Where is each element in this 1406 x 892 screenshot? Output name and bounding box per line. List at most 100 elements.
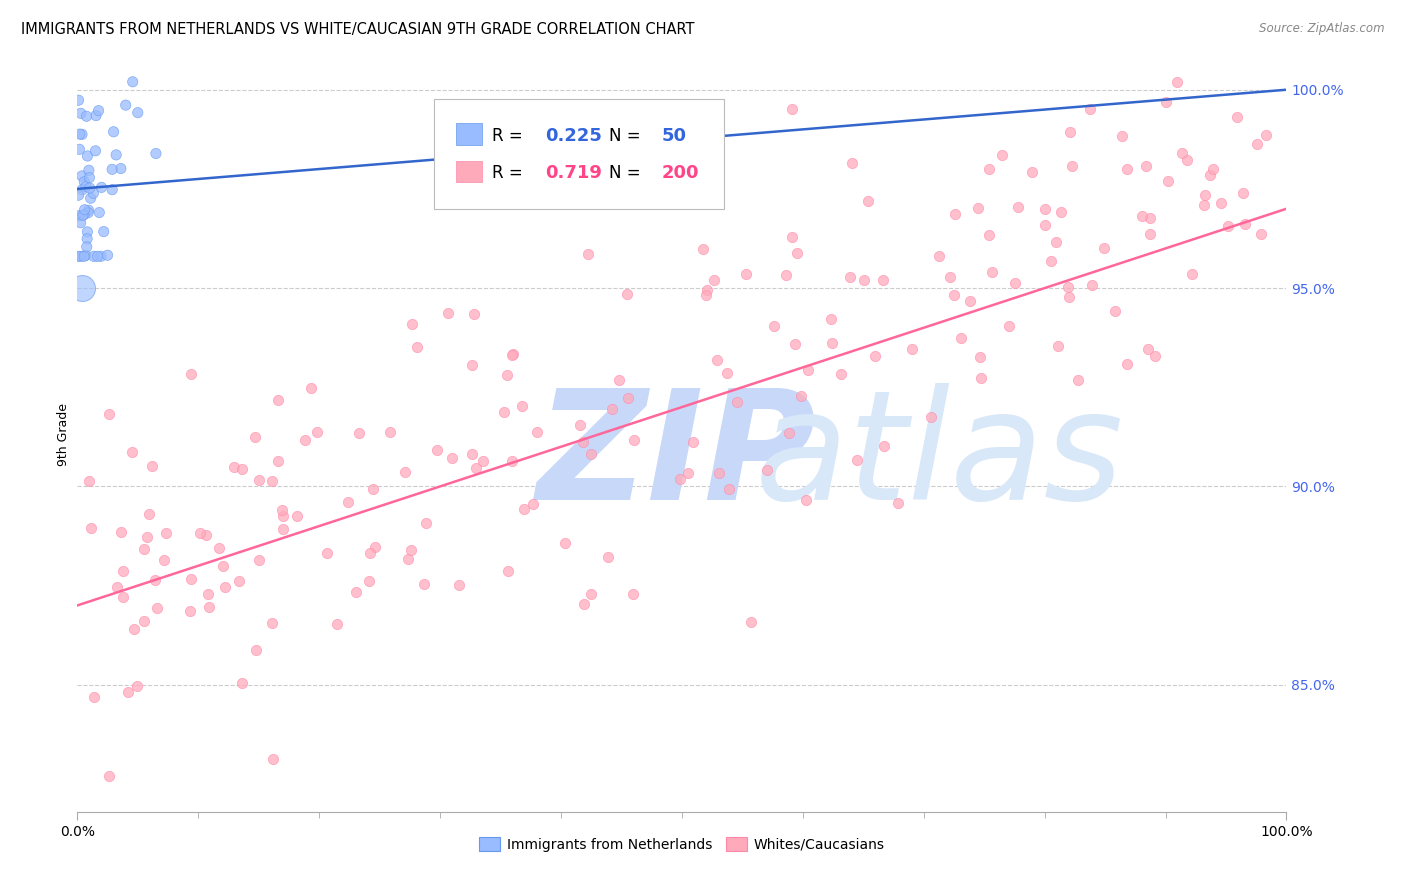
- Point: [1057, 290, 1080, 304]
- Point: [571, 434, 593, 449]
- Point: [73, 249, 96, 263]
- Point: [576, 247, 599, 261]
- Point: [568, 418, 591, 433]
- Point: [977, 162, 1000, 177]
- Point: [359, 574, 381, 589]
- Point: [790, 389, 813, 403]
- Point: [735, 268, 758, 282]
- Point: [1137, 343, 1160, 357]
- Point: [1116, 357, 1139, 371]
- Point: [326, 617, 349, 632]
- Point: [179, 604, 201, 618]
- Point: [101, 162, 124, 177]
- Point: [90, 249, 112, 263]
- Point: [706, 353, 728, 368]
- Point: [1194, 188, 1216, 202]
- Point: [260, 474, 283, 488]
- Point: [1175, 153, 1198, 168]
- Point: [70, 169, 93, 183]
- Point: [79, 191, 101, 205]
- Point: [188, 525, 211, 540]
- Point: [243, 430, 266, 444]
- Point: [820, 311, 842, 326]
- Point: [1232, 186, 1254, 200]
- Point: [501, 454, 523, 468]
- Point: [262, 615, 284, 630]
- Point: [228, 574, 250, 589]
- Point: [1139, 211, 1161, 225]
- Point: [845, 453, 868, 467]
- Point: [465, 460, 488, 475]
- Text: R =: R =: [492, 127, 529, 145]
- Point: [222, 460, 245, 475]
- Point: [901, 342, 924, 356]
- Point: [740, 615, 762, 630]
- Point: [1004, 276, 1026, 290]
- Point: [1033, 219, 1056, 233]
- Point: [959, 293, 981, 308]
- Point: [70, 128, 93, 142]
- Point: [211, 559, 233, 574]
- Point: [856, 194, 879, 208]
- Point: [77, 163, 100, 178]
- Point: [347, 425, 370, 440]
- Point: [299, 381, 322, 395]
- Point: [124, 622, 146, 636]
- Point: [1166, 75, 1188, 89]
- Text: N =: N =: [609, 164, 647, 182]
- Point: [725, 395, 748, 409]
- Point: [1047, 339, 1070, 353]
- Point: [682, 435, 704, 450]
- Point: [67, 142, 90, 156]
- Point: [67, 209, 90, 223]
- Point: [136, 530, 159, 544]
- Point: [1116, 162, 1139, 177]
- Text: ZIP: ZIP: [537, 383, 817, 532]
- Point: [79, 475, 101, 489]
- Text: 50: 50: [661, 127, 686, 145]
- Point: [526, 425, 548, 439]
- Point: [87, 103, 110, 118]
- Point: [110, 161, 132, 176]
- Point: [1067, 373, 1090, 387]
- Point: [1033, 202, 1056, 216]
- Point: [93, 225, 115, 239]
- Point: [967, 201, 990, 215]
- Point: [939, 269, 962, 284]
- Point: [1135, 160, 1157, 174]
- Point: [990, 148, 1012, 162]
- Point: [75, 179, 97, 194]
- Point: [270, 502, 292, 516]
- Point: [155, 525, 177, 540]
- Point: [1250, 227, 1272, 242]
- Point: [406, 340, 429, 354]
- Point: [498, 564, 520, 578]
- Point: [86, 249, 108, 263]
- Point: [502, 347, 524, 361]
- Y-axis label: 9th Grade: 9th Grade: [58, 403, 70, 467]
- Point: [76, 149, 98, 163]
- Point: [920, 410, 942, 425]
- Text: R =: R =: [492, 164, 529, 182]
- Point: [461, 447, 484, 461]
- Point: [114, 98, 136, 112]
- Point: [1057, 279, 1080, 293]
- Point: [783, 337, 806, 351]
- Point: [872, 440, 894, 454]
- Point: [364, 541, 387, 555]
- Point: [692, 242, 714, 256]
- Point: [942, 288, 965, 302]
- Point: [76, 232, 98, 246]
- Point: [396, 551, 419, 566]
- Point: [337, 494, 360, 508]
- Point: [76, 109, 98, 123]
- Point: [426, 442, 449, 457]
- Point: [460, 358, 482, 372]
- Point: [214, 580, 236, 594]
- Point: [69, 216, 91, 230]
- Point: [271, 522, 294, 536]
- Point: [496, 368, 519, 382]
- Point: [84, 109, 107, 123]
- Text: 0.225: 0.225: [546, 127, 602, 145]
- Point: [1092, 241, 1115, 255]
